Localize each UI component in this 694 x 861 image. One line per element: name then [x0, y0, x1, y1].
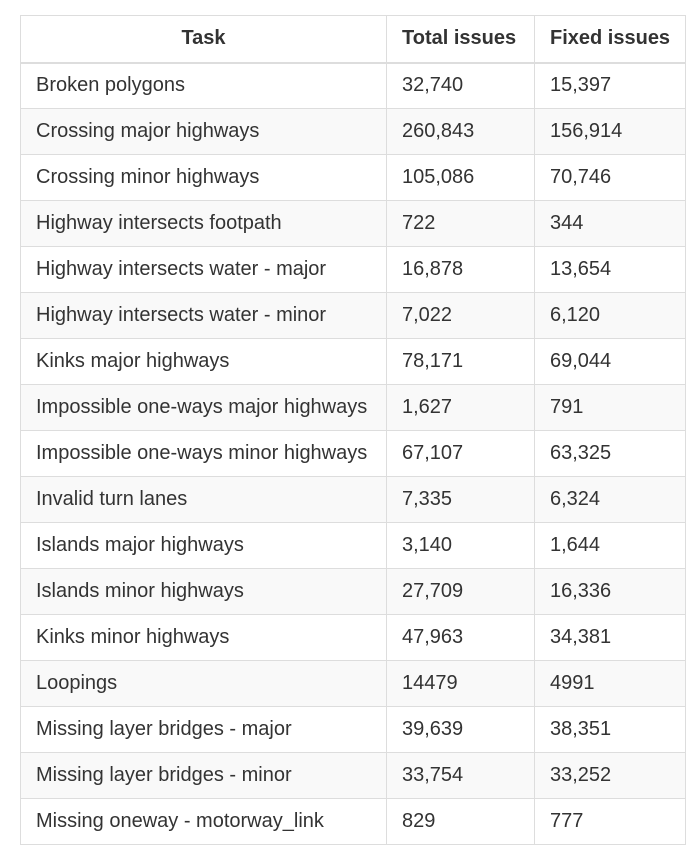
table-body: Broken polygons 32,740 15,397 Crossing majo…	[20, 62, 686, 845]
table-row: Invalid turn lanes 7,335 6,324	[20, 476, 686, 523]
total-issues-cell: 260,843	[386, 108, 535, 155]
fixed-issues-cell: 4991	[534, 660, 686, 707]
table-row: Kinks minor highways 47,963 34,381	[20, 614, 686, 661]
total-issues-cell: 7,335	[386, 476, 535, 523]
total-issues-cell: 3,140	[386, 522, 535, 569]
table-header: Task Total issues Fixed issues	[20, 15, 686, 64]
task-cell: Crossing minor highways	[20, 154, 387, 201]
total-issues-cell: 67,107	[386, 430, 535, 477]
fixed-issues-cell: 1,644	[534, 522, 686, 569]
total-issues-cell: 32,740	[386, 62, 535, 109]
task-cell: Missing oneway - motorway_link	[20, 798, 387, 845]
total-issues-cell: 14479	[386, 660, 535, 707]
fixed-issues-cell: 38,351	[534, 706, 686, 753]
task-cell: Kinks major highways	[20, 338, 387, 385]
table-row: Loopings 14479 4991	[20, 660, 686, 707]
task-cell: Islands minor highways	[20, 568, 387, 615]
issues-table: Task Total issues Fixed issues Broken po…	[20, 15, 686, 845]
fixed-issues-cell: 16,336	[534, 568, 686, 615]
table-row: Crossing major highways 260,843 156,914	[20, 108, 686, 155]
total-issues-cell: 1,627	[386, 384, 535, 431]
fixed-issues-cell: 34,381	[534, 614, 686, 661]
total-issues-cell: 16,878	[386, 246, 535, 293]
total-issues-cell: 722	[386, 200, 535, 247]
total-issues-cell: 27,709	[386, 568, 535, 615]
fixed-issues-cell: 344	[534, 200, 686, 247]
fixed-issues-cell: 33,252	[534, 752, 686, 799]
total-issues-cell: 78,171	[386, 338, 535, 385]
task-cell: Highway intersects water - major	[20, 246, 387, 293]
table-row: Kinks major highways 78,171 69,044	[20, 338, 686, 385]
task-cell: Impossible one-ways major highways	[20, 384, 387, 431]
total-issues-cell: 39,639	[386, 706, 535, 753]
table-row: Highway intersects water - major 16,878 13…	[20, 246, 686, 293]
table-row: Broken polygons 32,740 15,397	[20, 62, 686, 109]
total-issues-cell: 33,754	[386, 752, 535, 799]
task-cell: Islands major highways	[20, 522, 387, 569]
table-row: Islands minor highways 27,709 16,336	[20, 568, 686, 615]
table-row: Impossible one-ways minor highways 67,107…	[20, 430, 686, 477]
fixed-issues-cell: 63,325	[534, 430, 686, 477]
total-issues-cell: 47,963	[386, 614, 535, 661]
fixed-issues-cell: 777	[534, 798, 686, 845]
table-row: Highway intersects footpath 722 344	[20, 200, 686, 247]
task-cell: Invalid turn lanes	[20, 476, 387, 523]
total-issues-cell: 829	[386, 798, 535, 845]
table-row: Missing layer bridges - minor 33,754 33,25…	[20, 752, 686, 799]
header-fixed-issues: Fixed issues	[534, 15, 686, 64]
task-cell: Highway intersects water - minor	[20, 292, 387, 339]
fixed-issues-cell: 13,654	[534, 246, 686, 293]
table-row: Missing oneway - motorway_link 829 777	[20, 798, 686, 845]
fixed-issues-cell: 6,120	[534, 292, 686, 339]
task-cell: Impossible one-ways minor highways	[20, 430, 387, 477]
table-row: Highway intersects water - minor 7,022 6,1…	[20, 292, 686, 339]
table-row: Islands major highways 3,140 1,644	[20, 522, 686, 569]
fixed-issues-cell: 156,914	[534, 108, 686, 155]
task-cell: Broken polygons	[20, 62, 387, 109]
task-cell: Highway intersects footpath	[20, 200, 387, 247]
fixed-issues-cell: 6,324	[534, 476, 686, 523]
fixed-issues-cell: 15,397	[534, 62, 686, 109]
header-row: Task Total issues Fixed issues	[20, 15, 686, 64]
task-cell: Missing layer bridges - minor	[20, 752, 387, 799]
issues-table-container: Task Total issues Fixed issues Broken po…	[20, 15, 686, 845]
task-cell: Crossing major highways	[20, 108, 387, 155]
table-row: Crossing minor highways 105,086 70,746	[20, 154, 686, 201]
fixed-issues-cell: 69,044	[534, 338, 686, 385]
header-total-issues: Total issues	[386, 15, 535, 64]
fixed-issues-cell: 791	[534, 384, 686, 431]
fixed-issues-cell: 70,746	[534, 154, 686, 201]
table-row: Impossible one-ways major highways 1,627 7…	[20, 384, 686, 431]
table-row: Missing layer bridges - major 39,639 38,35…	[20, 706, 686, 753]
header-task: Task	[20, 15, 387, 64]
total-issues-cell: 105,086	[386, 154, 535, 201]
task-cell: Kinks minor highways	[20, 614, 387, 661]
task-cell: Loopings	[20, 660, 387, 707]
total-issues-cell: 7,022	[386, 292, 535, 339]
task-cell: Missing layer bridges - major	[20, 706, 387, 753]
